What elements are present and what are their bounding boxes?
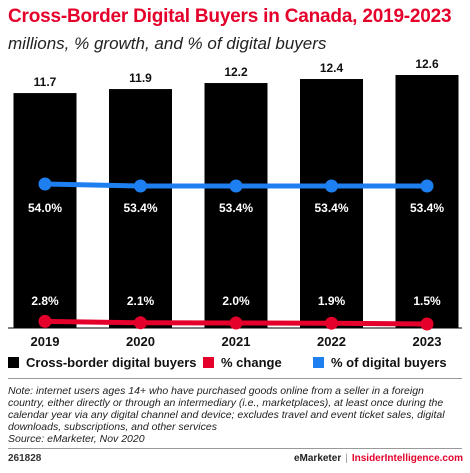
footer-site-link[interactable]: InsiderIntelligence.com [351, 453, 463, 464]
point-change-2022 [325, 316, 338, 330]
legend-item-buyers: Cross-border digital buyers [8, 355, 203, 370]
note-text: Note: internet users ages 14+ who have p… [8, 385, 445, 433]
bar-label-2022: 12.4 [320, 61, 344, 75]
footer-brand-group: eMarketer | InsiderIntelligence.com [294, 453, 463, 464]
chart-title: Cross-Border Digital Buyers in Canada, 2… [8, 6, 452, 27]
bar-label-2019: 11.7 [34, 75, 57, 89]
footer: 261828 eMarketer | InsiderIntelligence.com [8, 453, 463, 464]
label-change-2022: 1.9% [318, 294, 346, 308]
legend-label-change: % change [221, 354, 282, 370]
legend-item-share: % of digital buyers [313, 355, 447, 370]
source-text: Source: eMarketer, Nov 2020 [8, 433, 145, 445]
bar-2019 [13, 93, 77, 328]
legend-item-change: % change [203, 355, 313, 370]
bar-2022 [300, 79, 363, 329]
x-tick-2021: 2021 [222, 334, 251, 349]
label-change-2020: 2.1% [127, 294, 155, 308]
point-change-2020 [134, 316, 147, 330]
bar-2023 [395, 75, 459, 328]
point-share-2022 [325, 179, 338, 193]
point-share-2019 [38, 177, 52, 191]
x-tick-2022: 2022 [317, 334, 346, 349]
label-change-2019: 2.8% [31, 294, 59, 308]
footer-brand: eMarketer [293, 453, 342, 464]
bar-2021 [204, 83, 268, 329]
point-change-2021 [229, 316, 243, 330]
legend-swatch-buyers [8, 356, 19, 368]
label-share-2020: 53.4% [123, 201, 157, 215]
label-share-2019: 54.0% [28, 201, 62, 215]
bar-label-2021: 12.2 [224, 65, 248, 79]
legend-label-buyers: Cross-border digital buyers [26, 354, 197, 370]
legend-label-share: % of digital buyers [331, 354, 447, 370]
point-share-2021 [229, 179, 243, 193]
divider-bottom [8, 448, 462, 449]
point-change-2023 [420, 317, 434, 331]
chart-note: Note: internet users ages 14+ who have p… [8, 385, 463, 445]
x-tick-2020: 2020 [126, 334, 155, 349]
label-share-2022: 53.4% [314, 201, 348, 215]
point-change-2019 [38, 314, 52, 328]
point-share-2020 [134, 179, 147, 193]
legend: Cross-border digital buyers % change % o… [8, 352, 464, 372]
chart-subtitle: millions, % growth, and % of digital buy… [8, 34, 327, 53]
chart-area: 11.7 11.9 12.2 12.4 12.6 54.0% 53.4% 53.4% 53.4%… [8, 57, 462, 349]
x-tick-2023: 2023 [413, 334, 442, 349]
label-share-2023: 53.4% [410, 201, 444, 215]
label-share-2021: 53.4% [219, 201, 253, 215]
chart-id: 261828 [8, 453, 42, 464]
legend-swatch-change [203, 356, 214, 368]
footer-separator: | [345, 453, 348, 464]
point-share-2023 [420, 179, 434, 193]
bar-2020 [109, 89, 172, 328]
label-change-2021: 2.0% [222, 294, 250, 308]
x-tick-2019: 2019 [31, 334, 60, 349]
bar-label-2020: 11.9 [129, 71, 152, 85]
bar-label-2023: 12.6 [415, 57, 439, 71]
divider-top [8, 378, 462, 379]
legend-swatch-share [313, 356, 324, 368]
label-change-2023: 1.5% [413, 294, 441, 308]
